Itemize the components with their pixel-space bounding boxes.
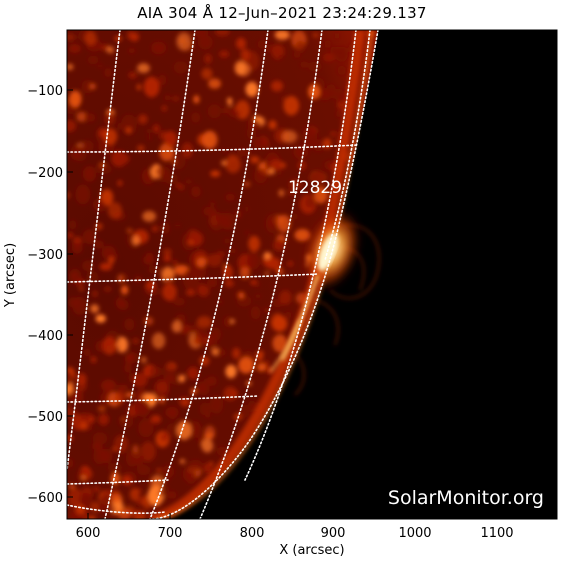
region-label: 12829 [288,178,342,198]
y-tick-label: −100 [27,84,63,99]
watermark: SolarMonitor.org [388,487,544,509]
x-tick-label: 700 [158,526,183,541]
y-tick-label: −400 [27,329,63,344]
y-tick-label: −300 [27,248,63,263]
x-tick-label: 1100 [480,526,513,541]
y-tick-label: −600 [27,491,63,506]
image-title: AIA 304 Å 12–Jun–2021 23:24:29.137 [137,4,427,22]
y-tick-label: −200 [27,166,63,181]
heliographic-grid [67,30,379,519]
x-tick-label: 800 [240,526,265,541]
x-tick-label: 1000 [398,526,431,541]
y-axis [67,89,73,498]
x-tick-label: 600 [76,526,101,541]
y-axis-title: Y (arcsec) [3,243,18,308]
x-axis-title: X (arcsec) [279,543,344,558]
x-axis [87,513,498,519]
y-tick-label: −500 [27,410,63,425]
x-tick-label: 900 [321,526,346,541]
